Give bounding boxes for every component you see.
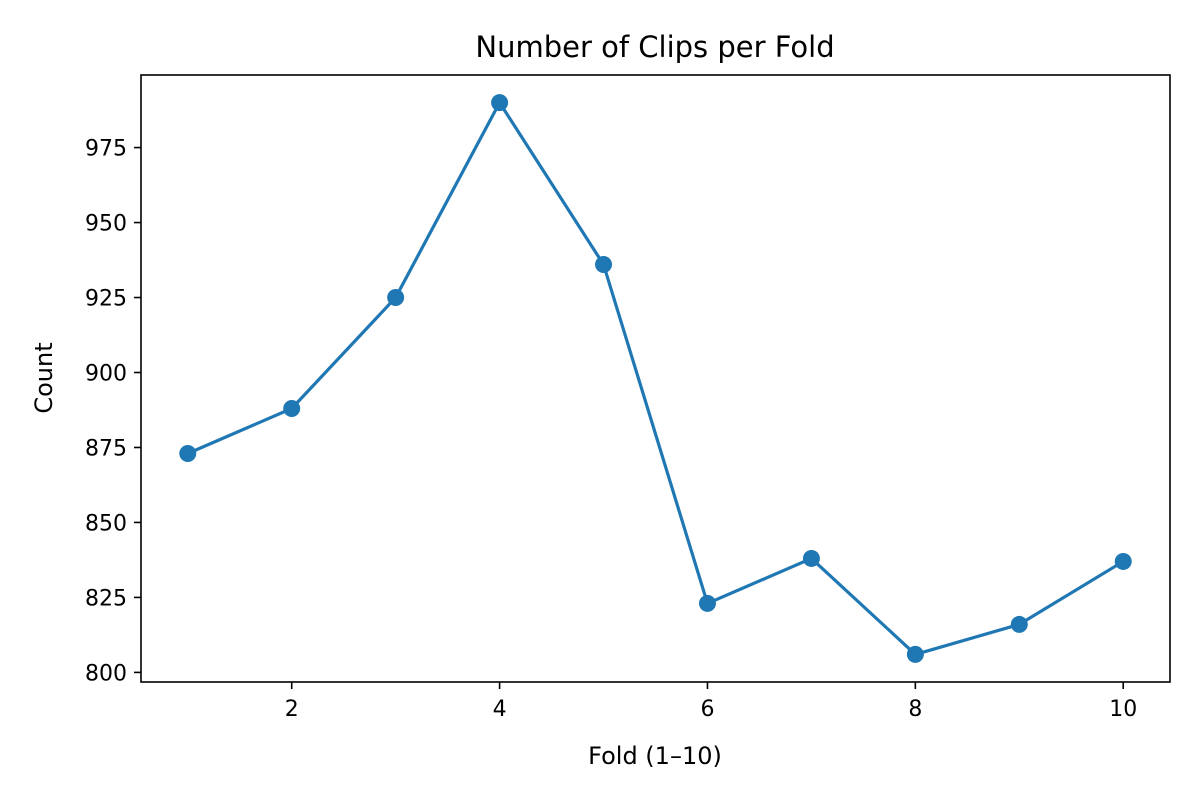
y-tick-label: 975 bbox=[85, 137, 127, 162]
x-tick-label: 8 bbox=[908, 697, 922, 722]
y-tick-label: 825 bbox=[85, 586, 127, 611]
data-point bbox=[179, 444, 197, 462]
y-tick-label: 875 bbox=[85, 436, 127, 461]
data-point bbox=[906, 645, 924, 663]
x-axis-label: Fold (1–10) bbox=[588, 742, 722, 770]
y-tick-label: 925 bbox=[85, 287, 127, 312]
plot-series bbox=[179, 94, 1132, 663]
data-point bbox=[1114, 552, 1132, 570]
x-axis-ticks: 2 4 6 8 10 bbox=[285, 682, 1137, 722]
y-axis-label: Count bbox=[30, 342, 58, 413]
y-tick-label: 800 bbox=[85, 661, 127, 686]
y-tick-label: 850 bbox=[85, 511, 127, 536]
y-axis-ticks: 800 825 850 875 900 925 950 975 bbox=[85, 137, 141, 686]
x-tick-label: 4 bbox=[493, 697, 507, 722]
x-tick-label: 10 bbox=[1109, 697, 1137, 722]
data-point bbox=[491, 94, 509, 112]
data-point bbox=[802, 549, 820, 567]
x-tick-label: 6 bbox=[700, 697, 714, 722]
y-tick-label: 950 bbox=[85, 212, 127, 237]
data-point bbox=[698, 594, 716, 612]
plot-area-frame bbox=[140, 74, 1171, 683]
series-line bbox=[186, 100, 1125, 657]
data-point bbox=[387, 289, 405, 307]
y-tick-label: 900 bbox=[85, 362, 127, 387]
chart-title: Number of Clips per Fold bbox=[475, 30, 834, 64]
x-tick-label: 2 bbox=[285, 697, 299, 722]
data-point bbox=[283, 399, 301, 417]
data-point bbox=[595, 256, 613, 274]
data-point bbox=[1010, 615, 1028, 633]
